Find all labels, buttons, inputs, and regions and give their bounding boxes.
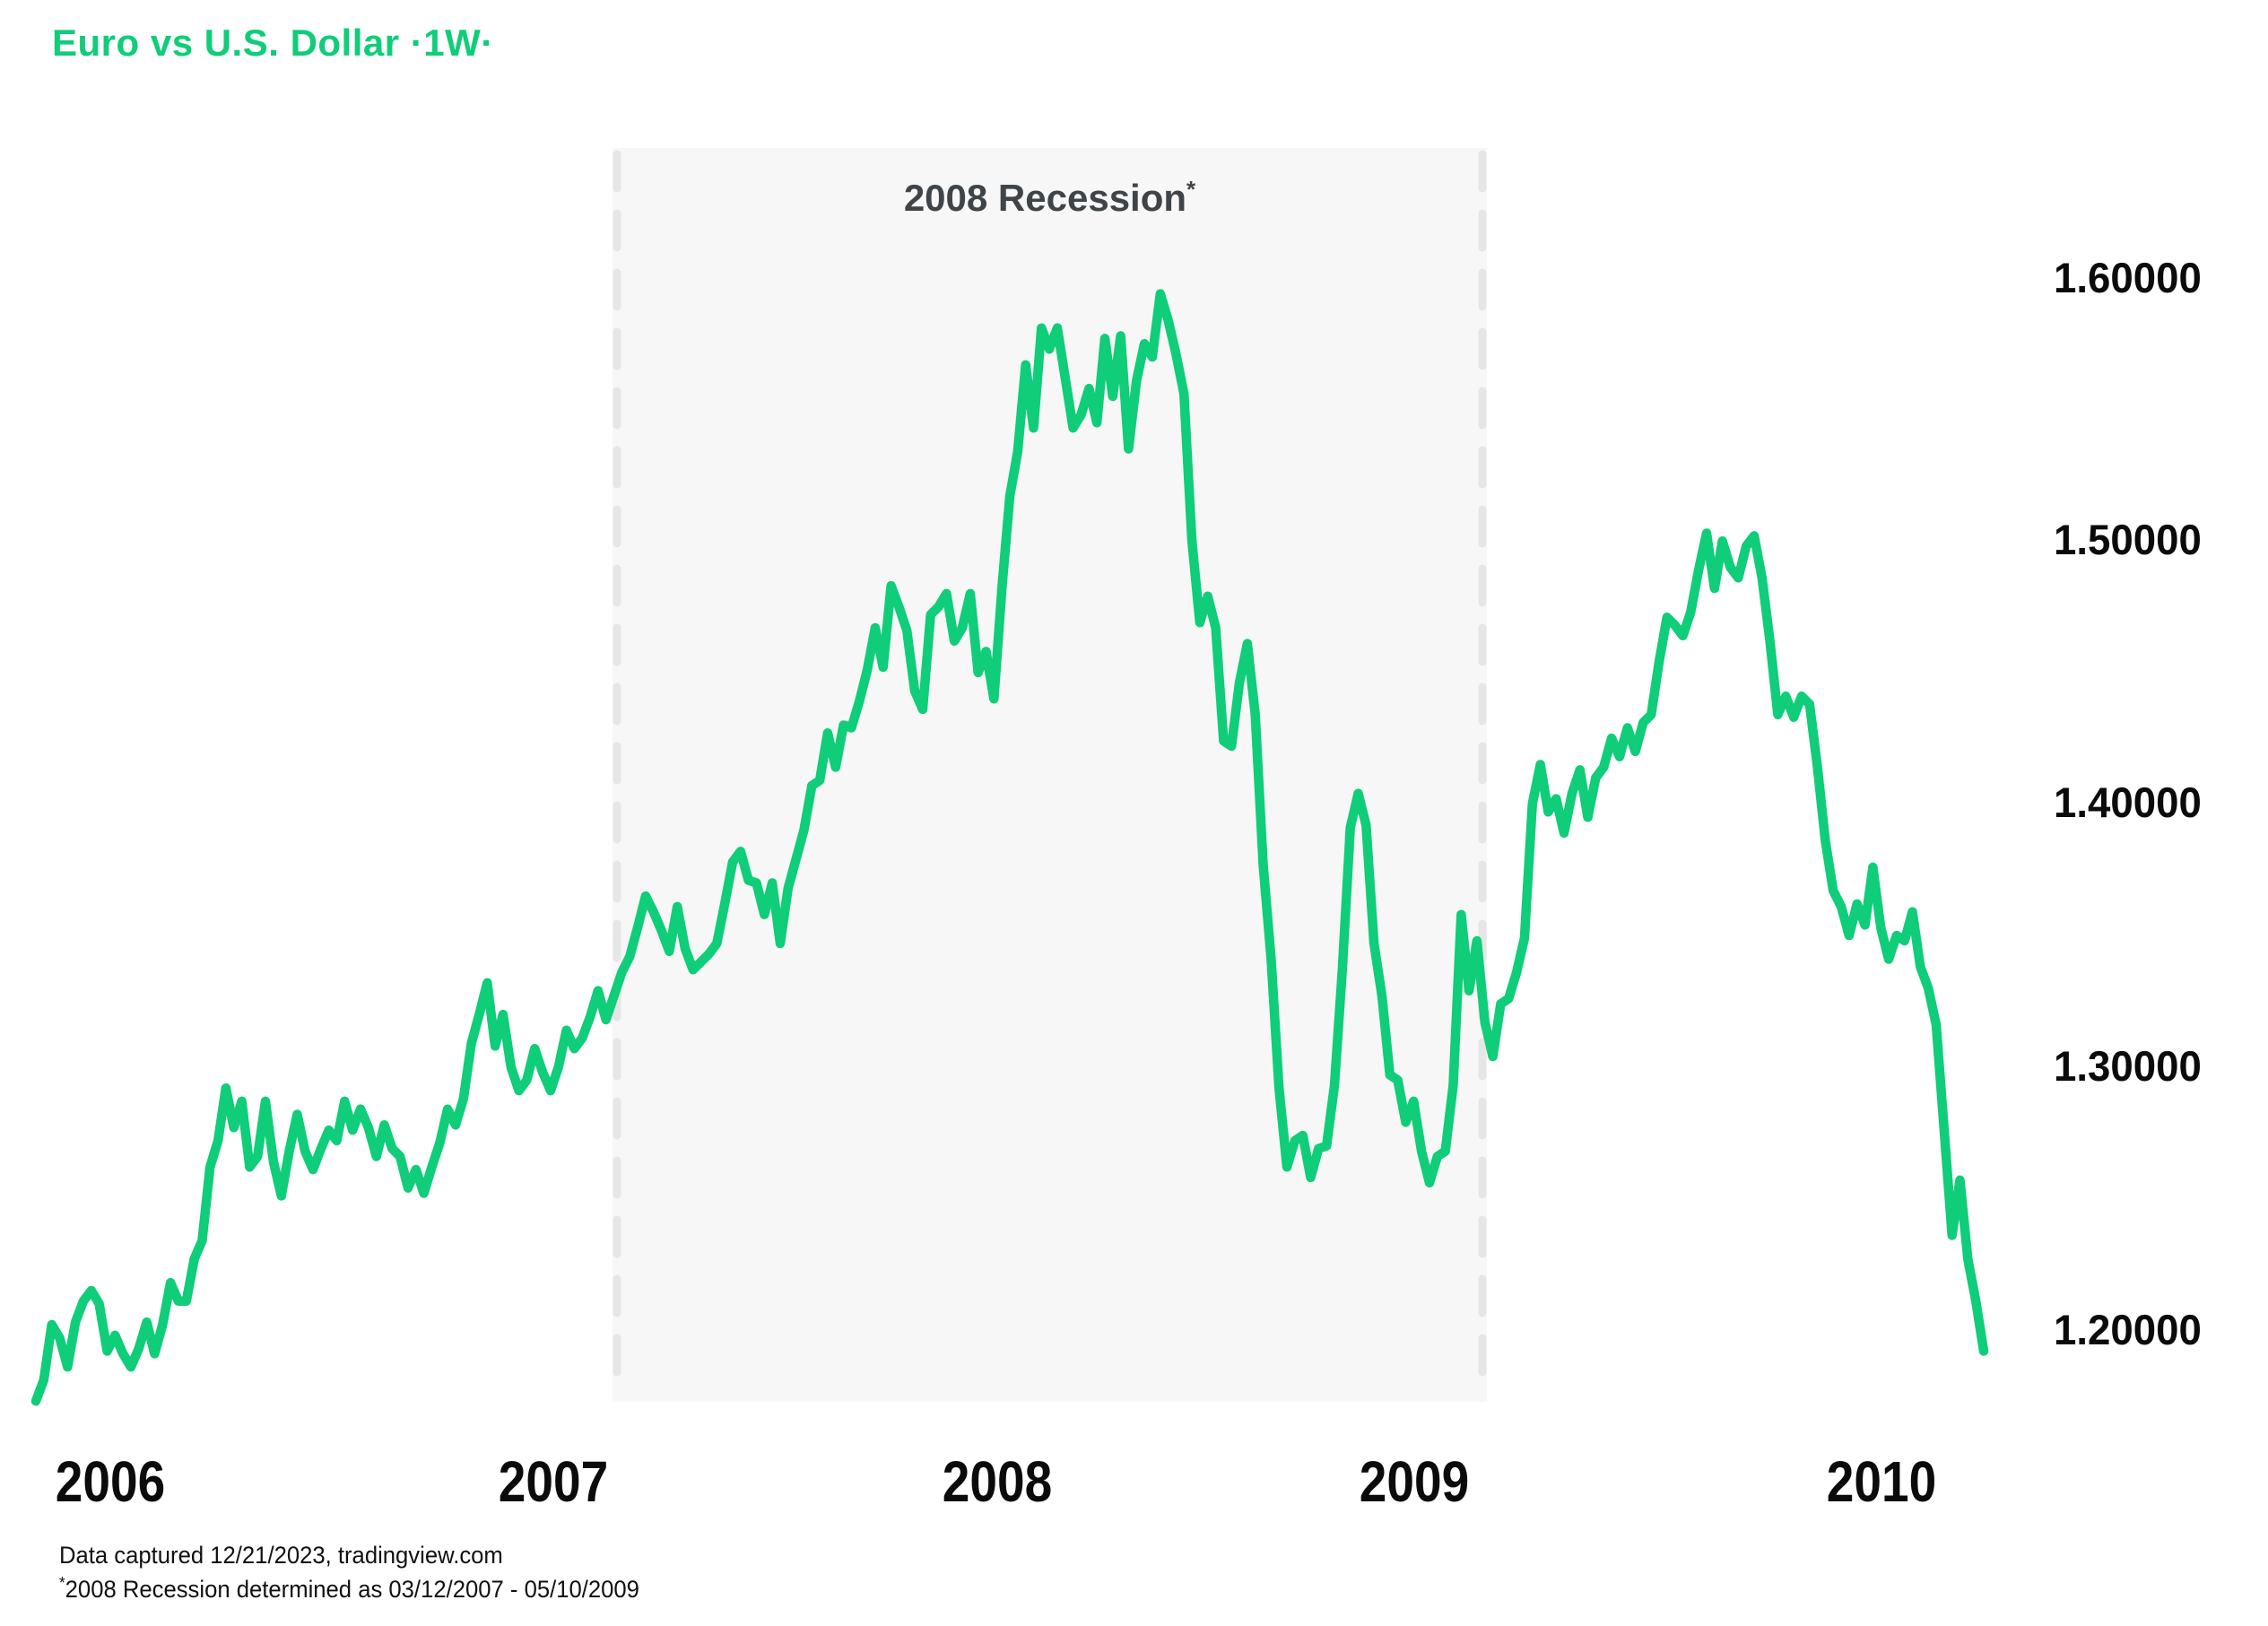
price-line: [30, 289, 1989, 1406]
footnote-recession-definition: *2008 Recession determined as 03/12/2007…: [59, 1569, 639, 1604]
footnote-source: Data captured 12/21/2023, tradingview.co…: [59, 1542, 503, 1569]
recession-band: [613, 148, 1487, 1402]
footnote-asterisk: *: [59, 1574, 65, 1592]
x-axis-label-2007: 2007: [498, 1449, 609, 1514]
y-axis-label-1-40: 1.40000: [2054, 778, 2202, 826]
y-axis-label-1-50: 1.50000: [2054, 516, 2202, 563]
page-title: Euro vs U.S. Dollar ·1W·: [52, 22, 494, 64]
recession-band-label: 2008 Recession*: [613, 176, 1487, 220]
x-axis-label-2008: 2008: [942, 1449, 1053, 1514]
recession-band-label-text: 2008 Recession: [903, 177, 1187, 219]
y-axis-label-1-60: 1.60000: [2054, 254, 2202, 301]
y-axis-label-1-20: 1.20000: [2054, 1306, 2202, 1353]
x-axis-label-2006: 2006: [55, 1449, 166, 1514]
asterisk-superscript: *: [1186, 176, 1196, 203]
x-axis-label-2010: 2010: [1826, 1449, 1937, 1514]
footnote-recession-text: 2008 Recession determined as 03/12/2007 …: [65, 1576, 639, 1603]
x-axis-label-2009: 2009: [1359, 1449, 1470, 1514]
y-axis-label-1-30: 1.30000: [2054, 1042, 2202, 1090]
